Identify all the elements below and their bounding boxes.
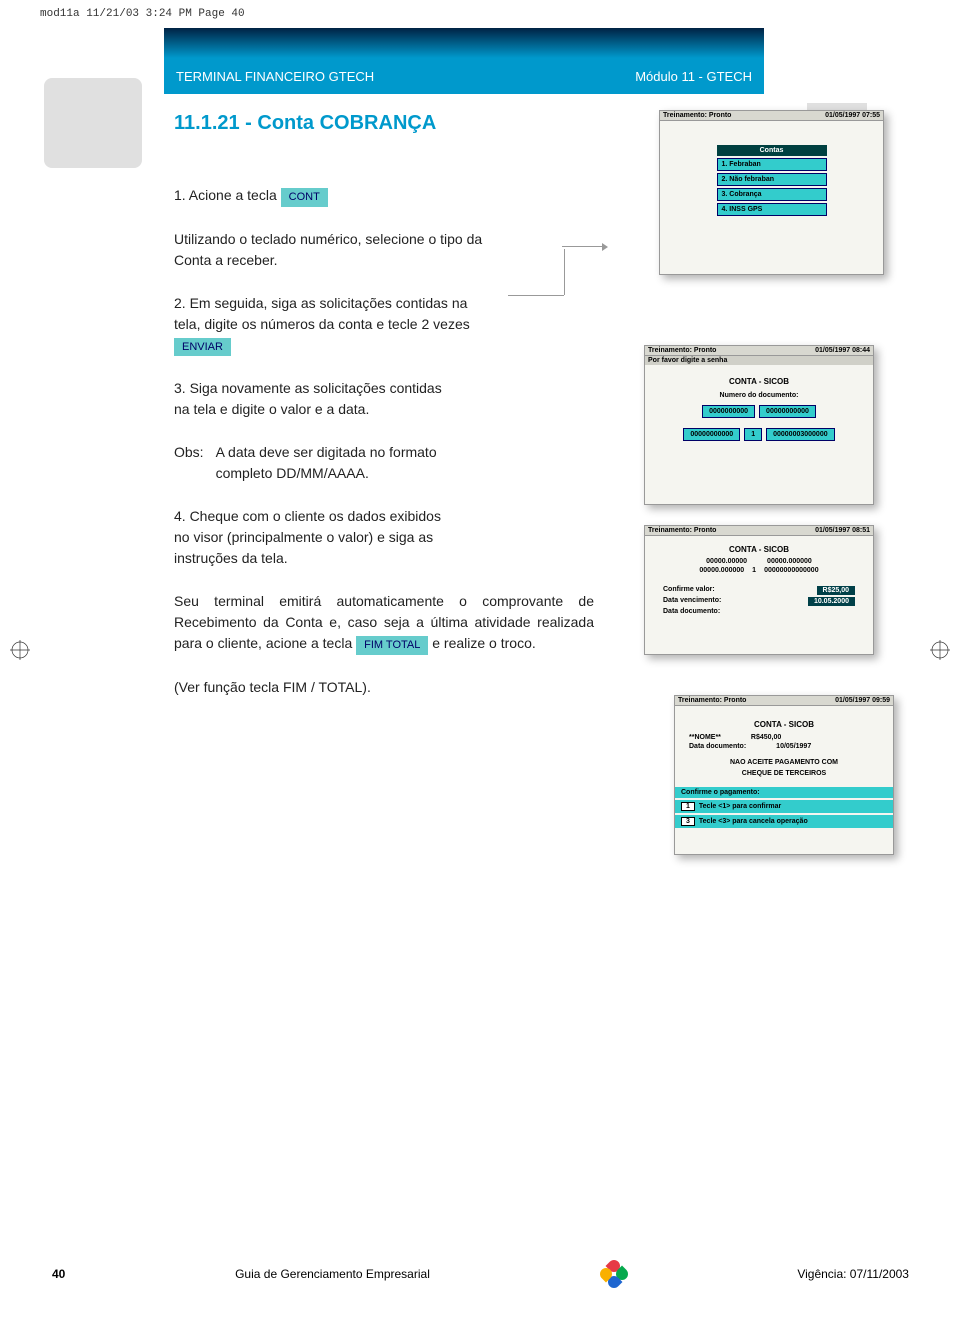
step-1b: Utilizando o teclado numérico, selecione… (174, 229, 504, 271)
step-3: 3. Siga novamente as solicitações contid… (174, 378, 454, 420)
header-band: TERMINAL FINANCEIRO GTECH Módulo 11 - GT… (164, 58, 764, 94)
terminal-illustration (44, 78, 142, 168)
field: 0000000000 (702, 405, 755, 418)
step-5: Seu terminal emitirá automaticamente o c… (174, 591, 594, 655)
menu-item: 1. Febraban (717, 158, 827, 171)
page-footer: 40 Guia de Gerenciamento Empresarial Vig… (44, 1260, 917, 1288)
menu-item: 4. INSS GPS (717, 203, 827, 216)
key-enviar: ENVIAR (174, 338, 231, 357)
key-cont: CONT (281, 188, 328, 207)
header-left: TERMINAL FINANCEIRO GTECH (176, 69, 374, 84)
print-slug: mod11a 11/21/03 3:24 PM Page 40 (0, 0, 960, 28)
step-4: 4. Cheque com o cliente os dados exibido… (174, 506, 454, 569)
page-number: 40 (52, 1267, 65, 1281)
obs: Obs:A data deve ser digitada no formato … (174, 442, 474, 484)
terminal-screen-doc: Treinamento: Pronto01/05/1997 08:44 Por … (644, 345, 874, 505)
field: 1 (744, 428, 762, 441)
connector-arrow (562, 246, 602, 247)
terminal-screen-confirm: Treinamento: Pronto01/05/1997 08:51 CONT… (644, 525, 874, 655)
step-2: 2. Em seguida, siga as solicitações cont… (174, 293, 484, 357)
crop-mark-left (10, 640, 30, 665)
terminal-screen-payment: Treinamento: Pronto01/05/1997 09:59 CONT… (674, 695, 894, 855)
menu-item: 3. Cobrança (717, 188, 827, 201)
header-right: Módulo 11 - GTECH (635, 69, 752, 84)
footer-date: Vigência: 07/11/2003 (797, 1267, 909, 1281)
connector-line (508, 295, 564, 296)
clover-logo-icon (600, 1260, 628, 1288)
menu-title: Contas (717, 145, 827, 156)
field: 00000003000000 (766, 428, 835, 441)
key-fimtotal: FIM TOTAL (356, 636, 428, 655)
terminal-screen-menu: Treinamento: Pronto01/05/1997 07:55 Cont… (659, 110, 884, 275)
field: 00000000000 (683, 428, 740, 441)
menu-item: 2. Não febraban (717, 173, 827, 186)
footer-title: Guia de Gerenciamento Empresarial (235, 1267, 430, 1281)
crop-mark-right (930, 640, 950, 665)
field: 00000000000 (759, 405, 816, 418)
